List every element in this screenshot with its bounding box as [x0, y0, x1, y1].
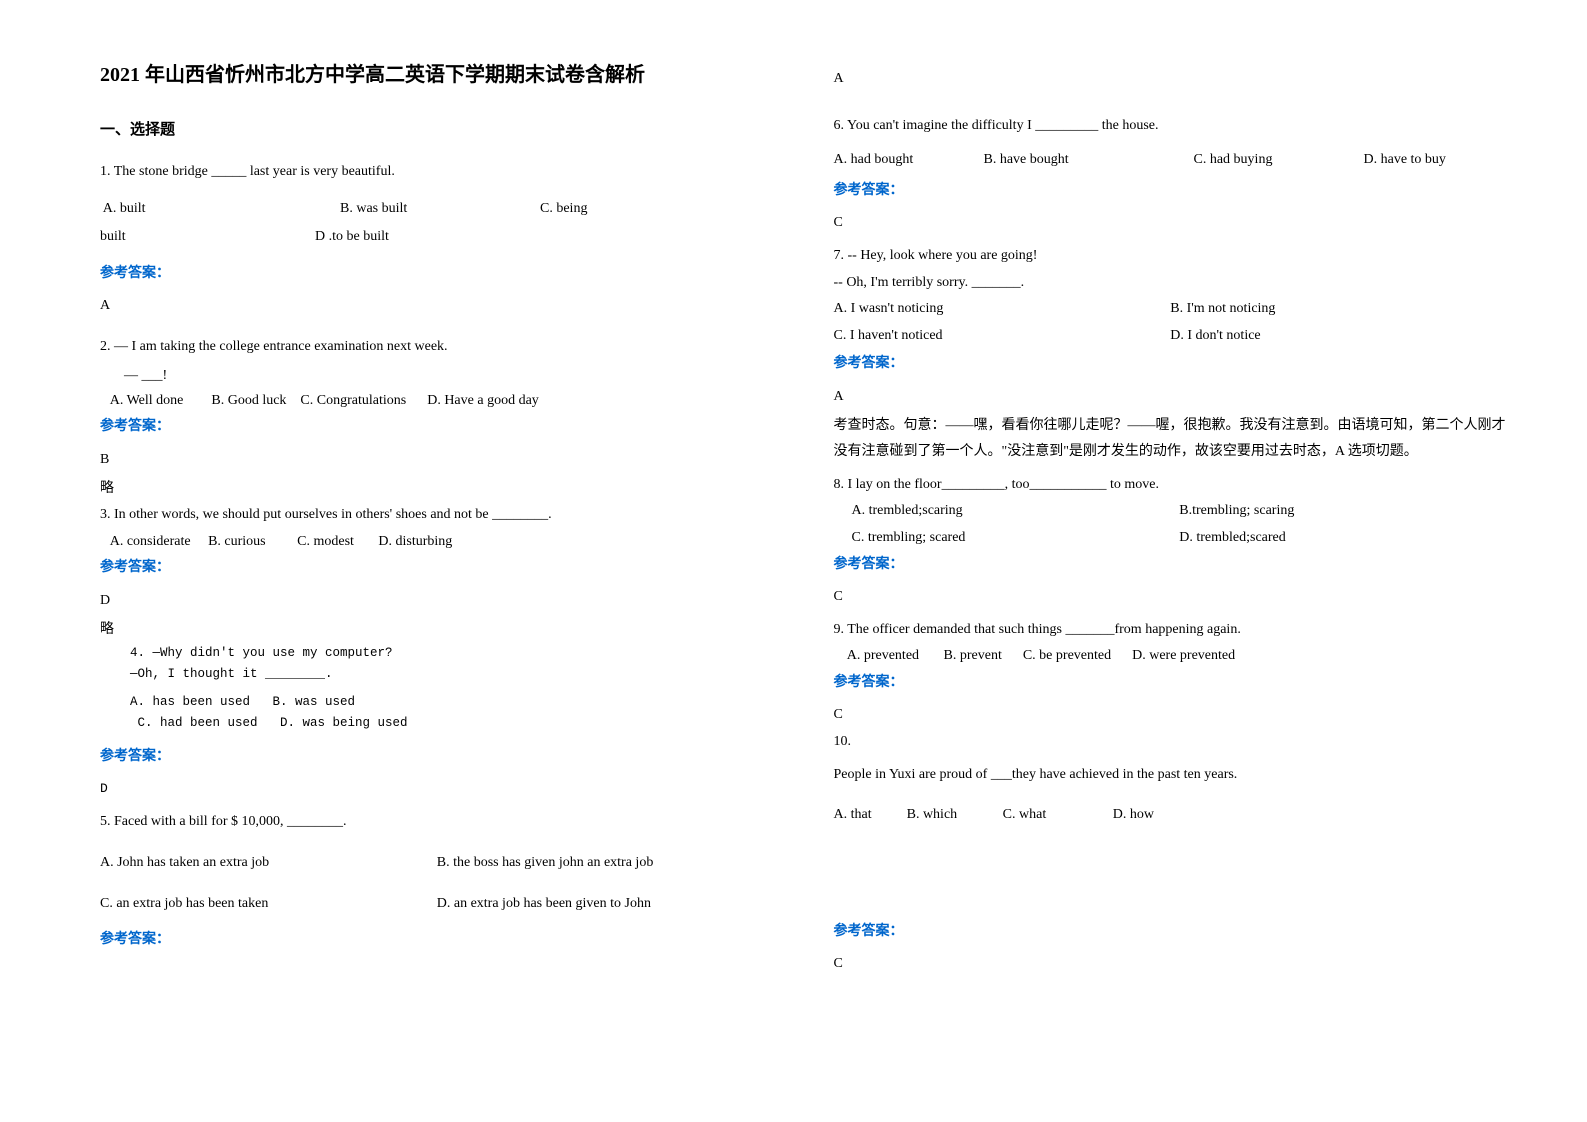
q4-l3: A. has been used B. was used — [100, 692, 774, 713]
q8-answer-label: 参考答案： — [834, 552, 1508, 579]
q9-options: A. prevented B. prevent C. be prevented … — [834, 643, 1508, 670]
q7-opt-d: D. I don't notice — [1170, 323, 1507, 350]
q5-row1: A. John has taken an extra job B. the bo… — [100, 850, 774, 877]
q5-row2: C. an extra job has been taken D. an ext… — [100, 891, 774, 918]
q6-stem: 6. You can't imagine the difficulty I __… — [834, 113, 1508, 140]
q6-opt-d: D. have to buy — [1364, 147, 1446, 174]
q5-opt-d: D. an extra job has been given to John — [437, 891, 774, 918]
q6-opt-c: C. had buying — [1194, 147, 1364, 174]
q7-l1: 7. -- Hey, look where you are going! — [834, 243, 1508, 270]
exam-title: 2021 年山西省忻州市北方中学高二英语下学期期末试卷含解析 — [100, 60, 774, 90]
q6-answer-label: 参考答案： — [834, 178, 1508, 205]
q7-answer: A — [834, 384, 1508, 411]
q8-row1: A. trembled;scaring B.trembling; scaring — [834, 498, 1508, 525]
q7-opt-b: B. I'm not noticing — [1170, 296, 1507, 323]
q7-row1: A. I wasn't noticing B. I'm not noticing — [834, 296, 1508, 323]
q5-stem: 5. Faced with a bill for $ 10,000, _____… — [100, 809, 774, 836]
q6-options: A. had bought B. have bought C. had buyi… — [834, 147, 1508, 174]
q8-row2: C. trembling; scared D. trembled;scared — [834, 525, 1508, 552]
q2-answer-label: 参考答案： — [100, 414, 774, 441]
q2-stem: 2. — I am taking the college entrance ex… — [100, 334, 774, 361]
q9-answer-label: 参考答案： — [834, 670, 1508, 697]
q1-options-line2: built D .to be built — [100, 224, 774, 251]
section-heading: 一、选择题 — [100, 118, 774, 139]
q8-opt-d: D. trembled;scared — [1179, 525, 1507, 552]
q1-opt-a: A. built — [100, 196, 340, 223]
q6-opt-b: B. have bought — [984, 147, 1194, 174]
q2-options: A. Well done B. Good luck C. Congratulat… — [100, 388, 774, 415]
q1-opt-c: C. being — [540, 196, 587, 223]
q8-stem: 8. I lay on the floor_________, too_____… — [834, 472, 1508, 499]
q1-opt-b: B. was built — [340, 196, 540, 223]
q4-answer: D — [100, 777, 774, 802]
q4-l2: —Oh, I thought it ________. — [100, 664, 774, 685]
q2-stem2: — ___! — [100, 363, 774, 388]
q8-answer: C — [834, 584, 1508, 611]
q4-answer-label: 参考答案： — [100, 744, 774, 771]
q7-opt-a: A. I wasn't noticing — [834, 296, 1171, 323]
q3-answer-label: 参考答案： — [100, 555, 774, 582]
exam-page: 2021 年山西省忻州市北方中学高二英语下学期期末试卷含解析 一、选择题 1. … — [0, 0, 1587, 1122]
q10-num: 10. — [834, 729, 1508, 756]
q1-answer-label: 参考答案： — [100, 261, 774, 288]
q1-stem: 1. The stone bridge _____ last year is v… — [100, 159, 774, 186]
q6-answer: C — [834, 210, 1508, 237]
q1-opt-d: D .to be built — [315, 224, 389, 251]
q4-l4: C. had been used D. was being used — [100, 713, 774, 734]
q8-opt-b: B.trembling; scaring — [1179, 498, 1507, 525]
q10-stem: People in Yuxi are proud of ___they have… — [834, 762, 1508, 789]
q4-l1: 4. —Why didn't you use my computer? — [100, 643, 774, 664]
q10-options: A. that B. which C. what D. how — [834, 802, 1508, 829]
q2-answer: B — [100, 447, 774, 474]
q5-opt-c: C. an extra job has been taken — [100, 891, 437, 918]
q3-note: 略 — [100, 617, 774, 644]
q3-stem: 3. In other words, we should put ourselv… — [100, 502, 774, 529]
q7-row2: C. I haven't noticed D. I don't notice — [834, 323, 1508, 350]
q5-opt-b: B. the boss has given john an extra job — [437, 850, 774, 877]
q1-options: A. built B. was built C. being — [100, 196, 774, 223]
q3-options: A. considerate B. curious C. modest D. d… — [100, 529, 774, 556]
right-column: A 6. You can't imagine the difficulty I … — [834, 60, 1508, 1082]
left-column: 2021 年山西省忻州市北方中学高二英语下学期期末试卷含解析 一、选择题 1. … — [100, 60, 774, 1082]
q7-explain: 考查时态。句意：——嘿，看看你往哪儿走呢？——喔，很抱歉。我没有注意到。由语境可… — [834, 413, 1508, 466]
q1-answer: A — [100, 293, 774, 320]
q5-answer-label: 参考答案： — [100, 927, 774, 954]
q10-answer: C — [834, 951, 1508, 978]
q8-opt-a: A. trembled;scaring — [852, 498, 1180, 525]
q6-opt-a: A. had bought — [834, 147, 984, 174]
q8-opt-c: C. trembling; scared — [852, 525, 1180, 552]
q7-opt-c: C. I haven't noticed — [834, 323, 1171, 350]
q1-built: built — [100, 224, 315, 251]
q9-stem: 9. The officer demanded that such things… — [834, 617, 1508, 644]
q7-answer-label: 参考答案： — [834, 351, 1508, 378]
q5-opt-a: A. John has taken an extra job — [100, 850, 437, 877]
q10-answer-label: 参考答案： — [834, 919, 1508, 946]
q2-note: 略 — [100, 476, 774, 503]
q3-answer: D — [100, 588, 774, 615]
q9-answer: C — [834, 702, 1508, 729]
q7-l2: -- Oh, I'm terribly sorry. _______. — [834, 270, 1508, 297]
q5-answer: A — [834, 66, 1508, 93]
